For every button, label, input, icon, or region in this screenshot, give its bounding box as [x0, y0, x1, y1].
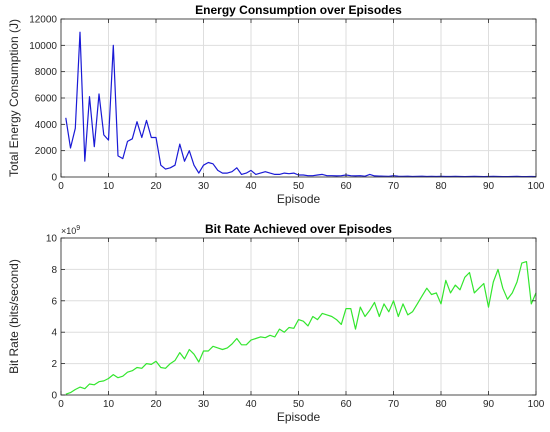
x-tick-label: 60: [340, 399, 352, 410]
x-tick-label: 100: [528, 181, 545, 192]
x-axis-label: Episode: [277, 192, 321, 206]
x-tick-label: 40: [245, 181, 257, 192]
x-tick-label: 60: [340, 181, 352, 192]
x-tick-label: 80: [435, 399, 447, 410]
y-tick-label: 6000: [35, 94, 58, 105]
y-tick-label: 8000: [35, 67, 58, 78]
chart-title: Bit Rate Achieved over Episodes: [205, 222, 392, 236]
series-line: [65, 31, 537, 178]
x-tick-label: 10: [103, 399, 115, 410]
x-tick-label: 70: [388, 181, 400, 192]
y-tick-label: 10000: [29, 41, 57, 52]
x-tick-label: 30: [198, 399, 210, 410]
x-tick-label: 70: [388, 399, 400, 410]
y-tick-label: 2000: [35, 146, 58, 157]
x-tick-label: 90: [483, 181, 495, 192]
x-tick-label: 40: [245, 399, 257, 410]
x-tick-label: 20: [150, 399, 162, 410]
x-tick-label: 10: [103, 181, 115, 192]
x-tick-label: 80: [435, 181, 447, 192]
x-tick-label: 20: [150, 181, 162, 192]
x-tick-label: 90: [483, 399, 495, 410]
y-tick-label: 4000: [35, 120, 58, 131]
y-tick-label: 2: [51, 359, 57, 370]
y-tick-label: 8: [51, 265, 57, 276]
y-tick-label: 0: [51, 391, 57, 402]
x-tick-label: 100: [528, 399, 545, 410]
x-tick-label: 0: [58, 399, 64, 410]
y-tick-label: 12000: [29, 15, 57, 26]
x-tick-label: 50: [293, 399, 305, 410]
x-tick-label: 30: [198, 181, 210, 192]
x-axis-label: Episode: [277, 410, 321, 424]
x-tick-label: 0: [58, 181, 64, 192]
y-tick-label: 10: [46, 234, 58, 245]
y-tick-label: 4: [51, 328, 57, 339]
y-tick-label: 6: [51, 296, 57, 307]
y-axis-label: Total Energy Consumption (J): [7, 19, 21, 177]
x-tick-label: 50: [293, 181, 305, 192]
chart-1: 0 10 20 30 40 50 60 70 80 90 100 0 2000 4000 6000 8000 1…: [7, 3, 545, 206]
y-exponent-label: ×109: [61, 225, 80, 236]
chart-title: Energy Consumption over Episodes: [195, 3, 402, 17]
chart-2: 0 10 20 30 40 50 60 70 80 90 100 0 2 4 6 8 10 Bit Rate Ac…: [7, 222, 545, 424]
y-tick-label: 0: [51, 173, 57, 184]
y-axis-label: Bit Rate (bits/second): [7, 259, 21, 374]
series-line: [65, 261, 537, 395]
